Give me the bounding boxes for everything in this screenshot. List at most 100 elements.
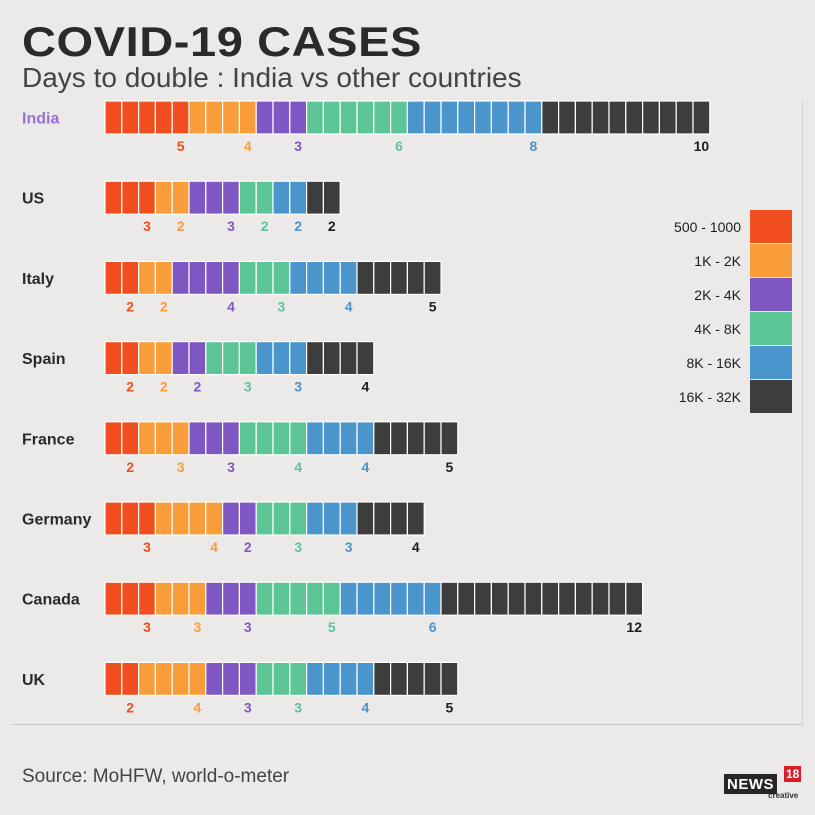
data-label: 3	[294, 379, 302, 395]
country-label: Germany	[22, 512, 91, 529]
bar-cell-16K-32K	[406, 661, 425, 697]
data-label: 2	[244, 539, 252, 555]
country-label: Spain	[22, 351, 66, 368]
bar-cell-500-1000	[121, 100, 140, 135]
bar-cell-16K-32K	[423, 260, 442, 295]
bar-cell-2K-4K	[205, 581, 224, 616]
bar-cell-16K-32K	[440, 421, 459, 456]
bar-cell-2K-4K	[171, 341, 190, 376]
bar-cell-16K-32K	[423, 421, 442, 456]
data-label: 2	[126, 379, 134, 395]
bar-cell-500-1000	[104, 581, 123, 616]
data-label: 3	[194, 619, 202, 635]
bar-cell-1K-2K	[188, 100, 207, 135]
bar-cell-16K-32K	[322, 341, 341, 376]
bar-cell-4K-8K	[255, 421, 274, 456]
bar-cell-1K-2K	[138, 661, 157, 697]
bar-cell-16K-32K	[373, 260, 392, 295]
bar-cell-4K-8K	[272, 581, 291, 616]
bar-cell-8K-16K	[306, 661, 325, 697]
bar-cell-1K-2K	[222, 100, 241, 135]
bar-cell-1K-2K	[171, 180, 190, 215]
bar-cell-8K-16K	[306, 421, 325, 456]
country-label: UK	[22, 672, 46, 689]
bar-cell-2K-4K	[222, 581, 241, 616]
bar-cell-2K-4K	[222, 501, 241, 536]
bar-cell-500-1000	[121, 501, 140, 536]
logo-tagline: creative	[768, 791, 799, 800]
country-label: Canada	[22, 592, 80, 609]
bar-cell-4K-8K	[272, 501, 291, 536]
bar-cell-8K-16K	[474, 100, 493, 135]
bar-cell-1K-2K	[238, 100, 257, 135]
legend-swatch	[750, 380, 792, 413]
bar-cell-8K-16K	[272, 341, 291, 376]
legend-swatch	[750, 244, 792, 277]
bar-cell-500-1000	[121, 581, 140, 616]
country-label: US	[22, 191, 45, 208]
bar-cell-2K-4K	[188, 260, 207, 295]
data-label: 3	[177, 459, 185, 475]
bar-cell-2K-4K	[205, 661, 224, 697]
legend-swatch	[750, 312, 792, 345]
bar-cell-4K-8K	[255, 661, 274, 697]
bar-cell-2K-4K	[238, 661, 257, 697]
bar-cell-4K-8K	[356, 100, 375, 135]
bar-cell-500-1000	[104, 180, 123, 215]
data-label: 2	[126, 298, 134, 314]
data-label: 4	[294, 459, 302, 475]
bar-cell-8K-16K	[390, 581, 409, 616]
bar-cell-4K-8K	[272, 260, 291, 295]
data-label: 4	[412, 539, 420, 555]
legend-swatch	[750, 278, 792, 311]
bar-cell-2K-4K	[205, 180, 224, 215]
bar-cell-16K-32K	[440, 581, 459, 616]
data-label: 4	[362, 379, 370, 395]
legend-label: 500 - 1000	[674, 219, 741, 235]
bar-cell-16K-32K	[356, 501, 375, 536]
data-label: 2	[126, 459, 134, 475]
legend-label: 1K - 2K	[694, 253, 741, 269]
data-label: 4	[362, 699, 370, 715]
bar-cell-4K-8K	[289, 421, 308, 456]
bar-cell-16K-32K	[406, 260, 425, 295]
data-label: 6	[395, 138, 403, 154]
bar-cell-4K-8K	[222, 341, 241, 376]
bar-cell-1K-2K	[154, 581, 173, 616]
data-label: 10	[694, 138, 710, 154]
bar-cell-16K-32K	[541, 100, 560, 135]
bar-cell-8K-16K	[440, 100, 459, 135]
country-label: France	[22, 431, 75, 448]
bar-cell-16K-32K	[356, 341, 375, 376]
data-label: 12	[626, 619, 642, 635]
bar-cell-16K-32K	[490, 581, 509, 616]
bar-cell-4K-8K	[272, 661, 291, 697]
bar-cell-1K-2K	[188, 501, 207, 536]
bar-cell-4K-8K	[205, 341, 224, 376]
bar-cell-16K-32K	[608, 100, 627, 135]
data-label: 4	[362, 459, 370, 475]
legend-swatch	[750, 210, 792, 243]
bar-cell-16K-32K	[675, 100, 694, 135]
bar-cell-1K-2K	[154, 180, 173, 215]
bar-cell-2K-4K	[188, 421, 207, 456]
bar-cell-1K-2K	[154, 341, 173, 376]
bar-cell-8K-16K	[339, 421, 358, 456]
bar-cell-16K-32K	[339, 341, 358, 376]
bar-cell-8K-16K	[255, 341, 274, 376]
bar-cell-8K-16K	[322, 661, 341, 697]
bar-cell-8K-16K	[423, 100, 442, 135]
data-label: 4	[194, 699, 202, 715]
data-label: 3	[294, 699, 302, 715]
bar-cell-500-1000	[121, 661, 140, 697]
bar-cell-16K-32K	[440, 661, 459, 697]
frame-divider	[12, 724, 803, 725]
bar-cell-8K-16K	[356, 581, 375, 616]
bar-cell-16K-32K	[625, 100, 644, 135]
bar-cell-8K-16K	[339, 501, 358, 536]
bar-cell-16K-32K	[641, 100, 660, 135]
bar-cell-1K-2K	[138, 421, 157, 456]
bar-cell-16K-32K	[423, 661, 442, 697]
bar-cell-500-1000	[138, 581, 157, 616]
